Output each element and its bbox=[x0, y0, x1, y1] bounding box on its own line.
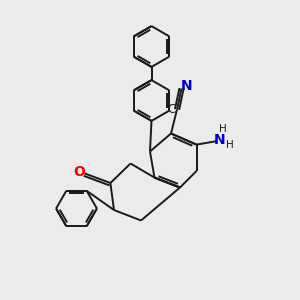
Text: O: O bbox=[73, 165, 85, 179]
Text: H: H bbox=[226, 140, 234, 150]
Text: N: N bbox=[214, 134, 226, 147]
Text: N: N bbox=[181, 79, 193, 93]
Text: H: H bbox=[219, 124, 227, 134]
Text: C: C bbox=[168, 103, 176, 116]
